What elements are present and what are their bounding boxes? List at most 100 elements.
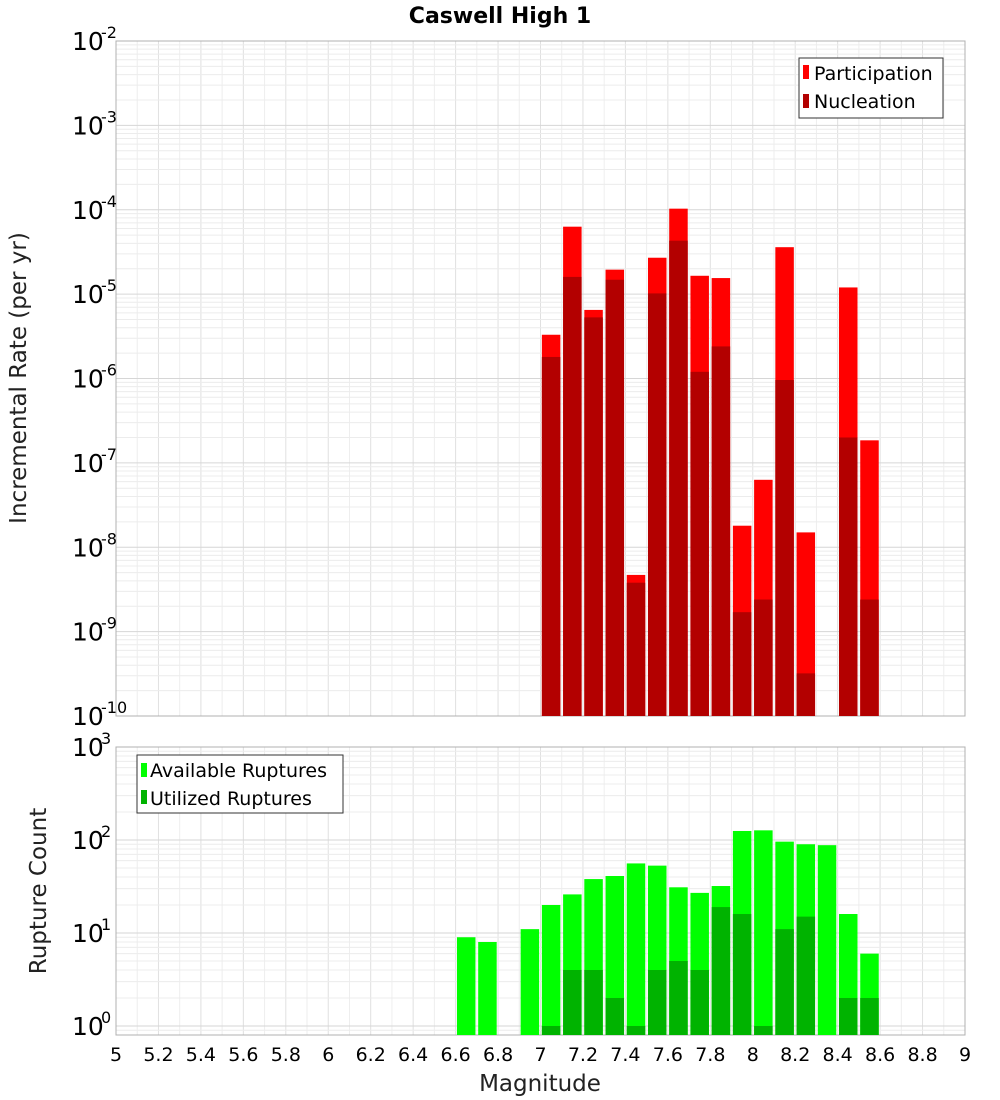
bottom-bar-utilized-ruptures: [860, 997, 879, 1035]
bottom-bar-utilized-ruptures: [754, 1025, 773, 1035]
top-bar-nucleation: [563, 276, 582, 716]
bottom-y-tick-base: 10: [72, 733, 104, 762]
legend-swatch-participation: [803, 65, 809, 79]
bottom-y-tick-base: 10: [72, 1012, 104, 1041]
x-tick-label: 7.4: [610, 1044, 640, 1066]
top-y-tick-label: 10-9: [72, 614, 117, 647]
x-tick-label: 7: [534, 1044, 546, 1066]
top-y-axis-label: Incremental Rate (per yr): [6, 232, 32, 524]
bottom-bar-utilized-ruptures: [711, 907, 731, 1035]
top-y-tick-base: 10: [72, 27, 104, 56]
bottom-legend-box: [136, 754, 344, 814]
bottom-bar-utilized-ruptures: [584, 969, 603, 1035]
top-y-tick-label: 10-5: [72, 276, 117, 309]
top-y-tick-base: 10: [72, 365, 104, 394]
bottom-bar-utilized-ruptures: [839, 997, 858, 1035]
bottom-bar-available-ruptures: [520, 929, 540, 1035]
top-bar-nucleation: [732, 612, 752, 716]
x-tick-label: 6.6: [440, 1044, 470, 1066]
x-tick-label: 8.4: [823, 1044, 853, 1066]
bottom-y-tick-base: 10: [72, 826, 104, 855]
legend-label-utilized: Utilized Ruptures: [150, 788, 312, 810]
bottom-bar-available-ruptures: [817, 845, 837, 1035]
bottom-y-tick-exponent: 0: [101, 1008, 111, 1027]
bottom-y-tick-exponent: 1: [101, 915, 111, 934]
top-y-tick-base: 10: [72, 280, 104, 309]
top-bar-nucleation: [775, 379, 794, 716]
bottom-y-tick-label: 103: [72, 729, 111, 762]
top-bar-participation: [796, 532, 816, 716]
bottom-y-tick-exponent: 3: [101, 729, 111, 748]
top-bar-nucleation: [626, 582, 646, 716]
top-bar-nucleation: [796, 673, 816, 716]
top-y-tick-base: 10: [72, 449, 104, 478]
top-bar-nucleation: [711, 346, 731, 716]
top-bar-nucleation: [541, 356, 561, 716]
top-y-tick-exponent: -4: [101, 192, 117, 211]
bottom-bar-utilized-ruptures: [732, 914, 752, 1035]
bottom-bar-available-ruptures: [541, 904, 561, 1035]
bottom-y-tick-label: 100: [72, 1008, 111, 1041]
top-y-tick-exponent: -10: [101, 698, 127, 717]
bottom-bar-utilized-ruptures: [647, 969, 667, 1035]
top-y-tick-label: 10-10: [72, 698, 127, 731]
top-y-tick-exponent: -2: [101, 23, 117, 42]
bottom-bar-utilized-ruptures: [669, 960, 688, 1035]
legend-swatch-available: [141, 763, 147, 777]
x-tick-label: 7.8: [695, 1044, 725, 1066]
legend-swatch-nucleation: [803, 94, 809, 108]
top-y-tick-base: 10: [72, 533, 104, 562]
bottom-y-tick-label: 101: [72, 915, 111, 948]
top-y-tick-label: 10-6: [72, 361, 117, 394]
bottom-bars: [456, 830, 879, 1035]
bottom-bar-utilized-ruptures: [541, 1025, 561, 1035]
x-axis-label: Magnitude: [479, 1071, 601, 1097]
bottom-bar-available-ruptures: [605, 876, 625, 1035]
top-bar-nucleation: [860, 599, 879, 716]
top-y-tick-exponent: -6: [101, 361, 117, 380]
legend-label-available: Available Ruptures: [150, 760, 327, 782]
top-bars: [541, 208, 879, 717]
bottom-y-tick-label: 102: [72, 822, 111, 855]
bottom-bar-utilized-ruptures: [605, 997, 625, 1035]
x-tick-label: 9: [959, 1044, 971, 1066]
bottom-bar-available-ruptures: [478, 942, 497, 1035]
top-bar-nucleation: [669, 240, 688, 717]
top-bar-nucleation: [839, 437, 858, 716]
x-tick-label: 5.8: [271, 1044, 301, 1066]
top-y-tick-exponent: -8: [101, 529, 117, 548]
bottom-bar-utilized-ruptures: [563, 969, 582, 1035]
x-tick-label: 8.8: [907, 1044, 937, 1066]
top-bar-nucleation: [690, 371, 709, 716]
top-plot-grid: [115, 41, 966, 717]
top-y-tick-label: 10-4: [72, 192, 117, 225]
bottom-bar-utilized-ruptures: [626, 1025, 646, 1035]
chart-title: Caswell High 1: [409, 4, 591, 29]
legend-swatch-utilized: [141, 790, 147, 804]
top-y-tick-base: 10: [72, 618, 104, 647]
bottom-bar-available-ruptures: [626, 863, 646, 1035]
top-y-tick-base: 10: [72, 111, 104, 140]
bottom-bar-available-ruptures: [456, 937, 476, 1035]
top-plot-frame: [115, 40, 966, 717]
bottom-bar-available-ruptures: [754, 830, 773, 1035]
x-tick-label: 8: [747, 1044, 759, 1066]
x-tick-label: 7.2: [568, 1044, 598, 1066]
top-y-tick-label: 10-3: [72, 107, 117, 140]
top-y-tick-exponent: -7: [101, 445, 117, 464]
bottom-legend: Available Ruptures Utilized Ruptures: [136, 754, 344, 814]
top-y-tick-label: 10-7: [72, 445, 117, 478]
x-tick-label: 8.6: [865, 1044, 895, 1066]
legend-label-participation: Participation: [814, 63, 933, 85]
x-ticks: 5 5.2 5.4 5.6 5.8 6 6.2 6.4 6.6 6.8 7 7.2 7.4 7.6 7.8 8…: [110, 1044, 971, 1066]
x-tick-label: 8.2: [780, 1044, 810, 1066]
top-y-tick-label: 10-8: [72, 529, 117, 562]
bottom-y-tick-base: 10: [72, 919, 104, 948]
x-tick-label: 6.2: [356, 1044, 386, 1066]
top-bar-nucleation: [754, 599, 773, 716]
top-bar-nucleation: [584, 317, 603, 716]
x-tick-label: 7.6: [653, 1044, 683, 1066]
